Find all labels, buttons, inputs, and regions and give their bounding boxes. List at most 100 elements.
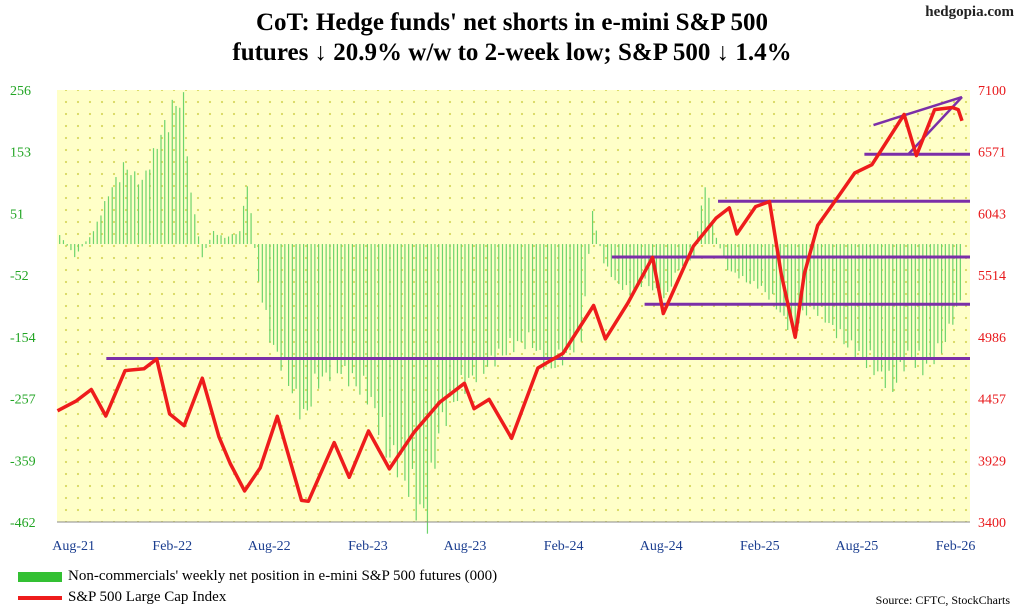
net-position-bar — [794, 244, 796, 329]
net-position-bar — [197, 236, 200, 245]
net-position-bar — [284, 244, 286, 360]
net-position-bar — [62, 240, 65, 245]
net-position-bar — [790, 244, 793, 324]
y-right-tick-label: 3400 — [978, 516, 1006, 531]
net-position-bar — [918, 244, 920, 351]
net-position-bar — [869, 244, 871, 351]
legend: Non-commercials' weekly net position in … — [18, 566, 497, 608]
net-position-bar — [591, 210, 594, 245]
net-position-bar — [712, 220, 714, 245]
net-position-bar — [854, 244, 856, 360]
net-position-bar — [257, 244, 260, 282]
x-tick-label: Aug-22 — [248, 539, 291, 554]
net-position-bar — [576, 244, 579, 331]
net-position-bar — [580, 244, 582, 342]
net-position-bar — [805, 244, 808, 316]
net-position-bar — [130, 175, 132, 245]
y-left-tick-label: -154 — [10, 331, 36, 346]
net-position-bar — [355, 244, 357, 387]
x-tick-label: Feb-22 — [152, 539, 192, 554]
net-position-bar — [880, 244, 883, 372]
net-position-bar — [419, 244, 421, 505]
net-position-bar — [865, 244, 868, 369]
net-position-bar — [948, 244, 950, 324]
net-position-bar — [697, 231, 699, 245]
net-position-bar — [426, 244, 429, 534]
net-position-bar — [107, 196, 110, 245]
net-position-bar — [167, 132, 170, 245]
net-position-bar — [171, 99, 173, 245]
net-position-bar — [753, 244, 755, 282]
source-note: Source: CFTC, StockCharts — [875, 593, 1010, 607]
net-position-bar — [610, 244, 612, 278]
net-position-bar — [74, 244, 76, 258]
net-position-bar — [558, 244, 560, 350]
net-position-bar — [738, 244, 740, 279]
net-position-bar — [205, 244, 207, 248]
net-position-bar — [505, 244, 507, 356]
net-position-bar — [907, 244, 909, 351]
net-position-bar — [453, 244, 455, 403]
title-line-1: CoT: Hedge funds' net shorts in e-mini S… — [255, 9, 769, 36]
net-position-bar — [779, 244, 781, 313]
net-position-bar — [291, 244, 293, 394]
x-tick-label: Feb-26 — [936, 539, 976, 554]
net-position-bar — [483, 244, 485, 374]
y-right-tick-label: 6571 — [978, 146, 1006, 161]
wedge-trendline — [873, 95, 963, 127]
net-position-bar — [242, 205, 245, 245]
net-position-bar — [663, 244, 665, 299]
legend-item-bars: Non-commercials' weekly net position in … — [18, 566, 497, 587]
net-position-bar — [862, 244, 864, 360]
net-position-bar — [539, 244, 541, 350]
net-position-bar — [573, 244, 575, 353]
sp500-line — [56, 105, 964, 504]
net-position-bar — [606, 244, 609, 267]
net-position-bar — [85, 241, 87, 245]
net-position-bar — [194, 214, 196, 245]
net-position-bar — [318, 244, 320, 389]
chart-title: CoT: Hedge funds' net shorts in e-mini S… — [0, 8, 1024, 68]
net-position-bar — [231, 234, 233, 245]
net-position-bar — [201, 244, 203, 258]
net-position-bar — [261, 244, 263, 303]
net-position-bar — [546, 244, 549, 360]
net-position-bar — [520, 244, 522, 343]
net-position-bar — [843, 244, 845, 345]
net-position-bar — [768, 244, 770, 300]
net-position-bar — [685, 244, 687, 262]
y-left-tick-label: -52 — [10, 269, 29, 284]
y-left-tick-label: 256 — [10, 84, 31, 99]
net-position-bar — [569, 244, 571, 351]
net-position-bar — [119, 182, 121, 245]
y-right-tick-label: 4986 — [978, 331, 1006, 346]
x-tick-label: Feb-23 — [348, 539, 388, 554]
net-position-bar — [404, 244, 406, 481]
net-position-bar — [599, 244, 601, 247]
net-position-bar — [156, 148, 158, 245]
x-tick-label: Feb-24 — [544, 539, 584, 554]
net-position-bar — [944, 244, 946, 343]
net-position-bar — [820, 244, 823, 307]
net-position-bar — [633, 244, 635, 291]
y-right-tick-label: 3929 — [978, 454, 1006, 469]
net-position-bar — [329, 244, 331, 382]
net-position-bar — [832, 244, 834, 325]
net-position-bar — [449, 244, 451, 398]
net-position-bar — [501, 244, 504, 356]
net-position-bar — [137, 184, 140, 245]
net-position-bar — [456, 244, 459, 402]
net-position-bar — [955, 244, 958, 307]
net-position-bar — [299, 244, 301, 420]
net-position-bar — [265, 244, 267, 310]
net-position-bar — [910, 244, 913, 360]
y-right-tick-label: 6043 — [978, 207, 1006, 222]
y-right-tick-label: 5514 — [978, 269, 1006, 284]
net-position-bar — [59, 235, 61, 245]
net-position-bar — [667, 244, 669, 292]
net-position-bar — [475, 244, 477, 383]
net-position-bar — [149, 169, 151, 245]
net-position-bar — [111, 187, 113, 245]
net-position-bar — [66, 244, 68, 246]
net-position-bar — [430, 244, 432, 463]
